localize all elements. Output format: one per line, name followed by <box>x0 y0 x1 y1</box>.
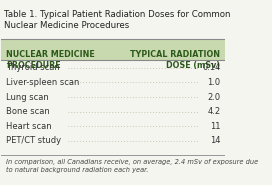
FancyBboxPatch shape <box>1 39 225 60</box>
Text: PET/CT study: PET/CT study <box>6 136 61 145</box>
Text: 14: 14 <box>210 136 221 145</box>
Text: TYPICAL RADIATION
DOSE (mSv): TYPICAL RADIATION DOSE (mSv) <box>131 50 221 70</box>
Text: NUCLEAR MEDICINE
PROCEDURE: NUCLEAR MEDICINE PROCEDURE <box>6 50 95 70</box>
Text: Thyroid scan: Thyroid scan <box>6 63 60 72</box>
Text: 4.2: 4.2 <box>207 107 221 116</box>
Text: Bone scan: Bone scan <box>6 107 50 116</box>
Text: 1.0: 1.0 <box>207 78 221 87</box>
Text: Table 1. Typical Patient Radiation Doses for Common
Nuclear Medicine Procedures: Table 1. Typical Patient Radiation Doses… <box>4 10 230 30</box>
Text: Liver-spleen scan: Liver-spleen scan <box>6 78 79 87</box>
Text: 0.14: 0.14 <box>202 63 221 72</box>
Text: In comparison, all Canadians receive, on average, 2.4 mSv of exposure due
to nat: In comparison, all Canadians receive, on… <box>6 159 258 173</box>
Text: Lung scan: Lung scan <box>6 92 49 102</box>
Text: 11: 11 <box>210 122 221 131</box>
Text: Heart scan: Heart scan <box>6 122 51 131</box>
Text: 2.0: 2.0 <box>207 92 221 102</box>
